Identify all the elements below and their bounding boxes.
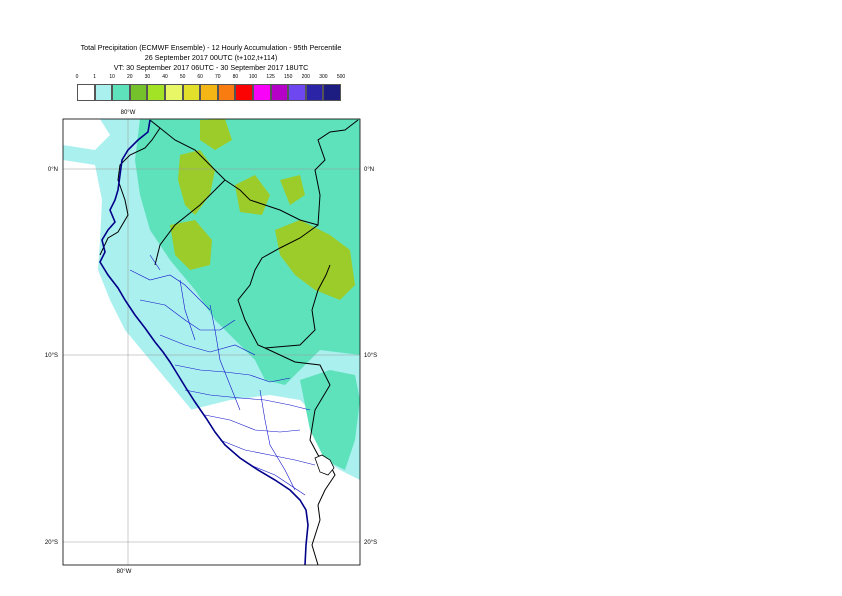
national-borders <box>99 119 359 566</box>
legend-swatch <box>182 84 201 101</box>
map-base-time: 26 September 2017 00UTC (t+102,t+114) <box>144 53 278 62</box>
legend-swatch <box>288 84 306 101</box>
legend-swatch <box>164 84 183 101</box>
lat-label-right-2: 20°S <box>364 540 377 546</box>
precipitation-legend <box>77 84 341 101</box>
dry-ocean-region <box>63 160 330 565</box>
legend-label: 125 <box>266 74 275 80</box>
medium-precip-south <box>300 370 360 470</box>
heavy-precip-patch-5 <box>200 119 232 150</box>
legend-label: 80 <box>232 74 239 80</box>
legend-label: 0 <box>75 74 79 80</box>
regional-borders <box>129 254 316 496</box>
legend-swatch <box>77 84 95 101</box>
legend-label: 200 <box>301 74 310 80</box>
legend-label: 100 <box>248 74 258 80</box>
lat-label-left-0: 0°N <box>48 167 58 173</box>
heavy-precip-patch-4 <box>235 175 270 215</box>
lat-label-right-1: 10°S <box>364 353 377 359</box>
legend-swatch <box>217 84 236 101</box>
legend-label: 10 <box>109 74 115 80</box>
coastline <box>99 119 309 566</box>
legend-label: 500 <box>336 74 346 80</box>
legend-label: 300 <box>319 74 328 80</box>
ocean-dry-patch <box>63 119 110 150</box>
map-title: Total Precipitation (ECMWF Ensemble) - 1… <box>80 43 342 52</box>
legend-label: 70 <box>215 74 221 80</box>
map-valid-time: VT: 30 September 2017 06UTC - 30 Septemb… <box>113 63 309 72</box>
legend-swatch <box>200 84 218 101</box>
legend-swatch <box>235 84 253 101</box>
legend-swatch <box>252 84 271 101</box>
legend-label: 30 <box>144 74 151 80</box>
lat-label-right-0: 0°N <box>364 167 374 173</box>
legend-swatch <box>323 84 341 101</box>
map-frame <box>62 118 361 566</box>
lon-label-bottom: 80°W <box>117 569 132 575</box>
legend-swatch <box>270 84 289 101</box>
legend-swatch <box>129 84 148 101</box>
legend-swatch <box>305 84 324 101</box>
legend-label: 40 <box>162 74 168 80</box>
legend-label: 150 <box>284 74 293 80</box>
legend-label: 1 <box>93 74 96 80</box>
heavy-precip-patch-2 <box>170 220 212 270</box>
lat-label-left-1: 10°S <box>45 353 58 359</box>
graticule <box>63 119 360 565</box>
legend-swatch <box>94 84 113 101</box>
lon-label-top: 80°W <box>121 110 136 116</box>
legend-label: 20 <box>127 74 133 80</box>
legend-label: 60 <box>197 74 203 80</box>
legend-labels: 0 1 10 20 30 40 50 60 70 80 100 125 150 200 300 500 <box>0 74 842 84</box>
lake-titicaca <box>314 454 335 476</box>
heavy-precip-patch-6 <box>280 175 305 205</box>
legend-swatch <box>112 84 130 101</box>
legend-label: 50 <box>179 74 186 80</box>
legend-swatch <box>147 84 165 101</box>
lat-label-left-2: 20°S <box>45 540 58 546</box>
